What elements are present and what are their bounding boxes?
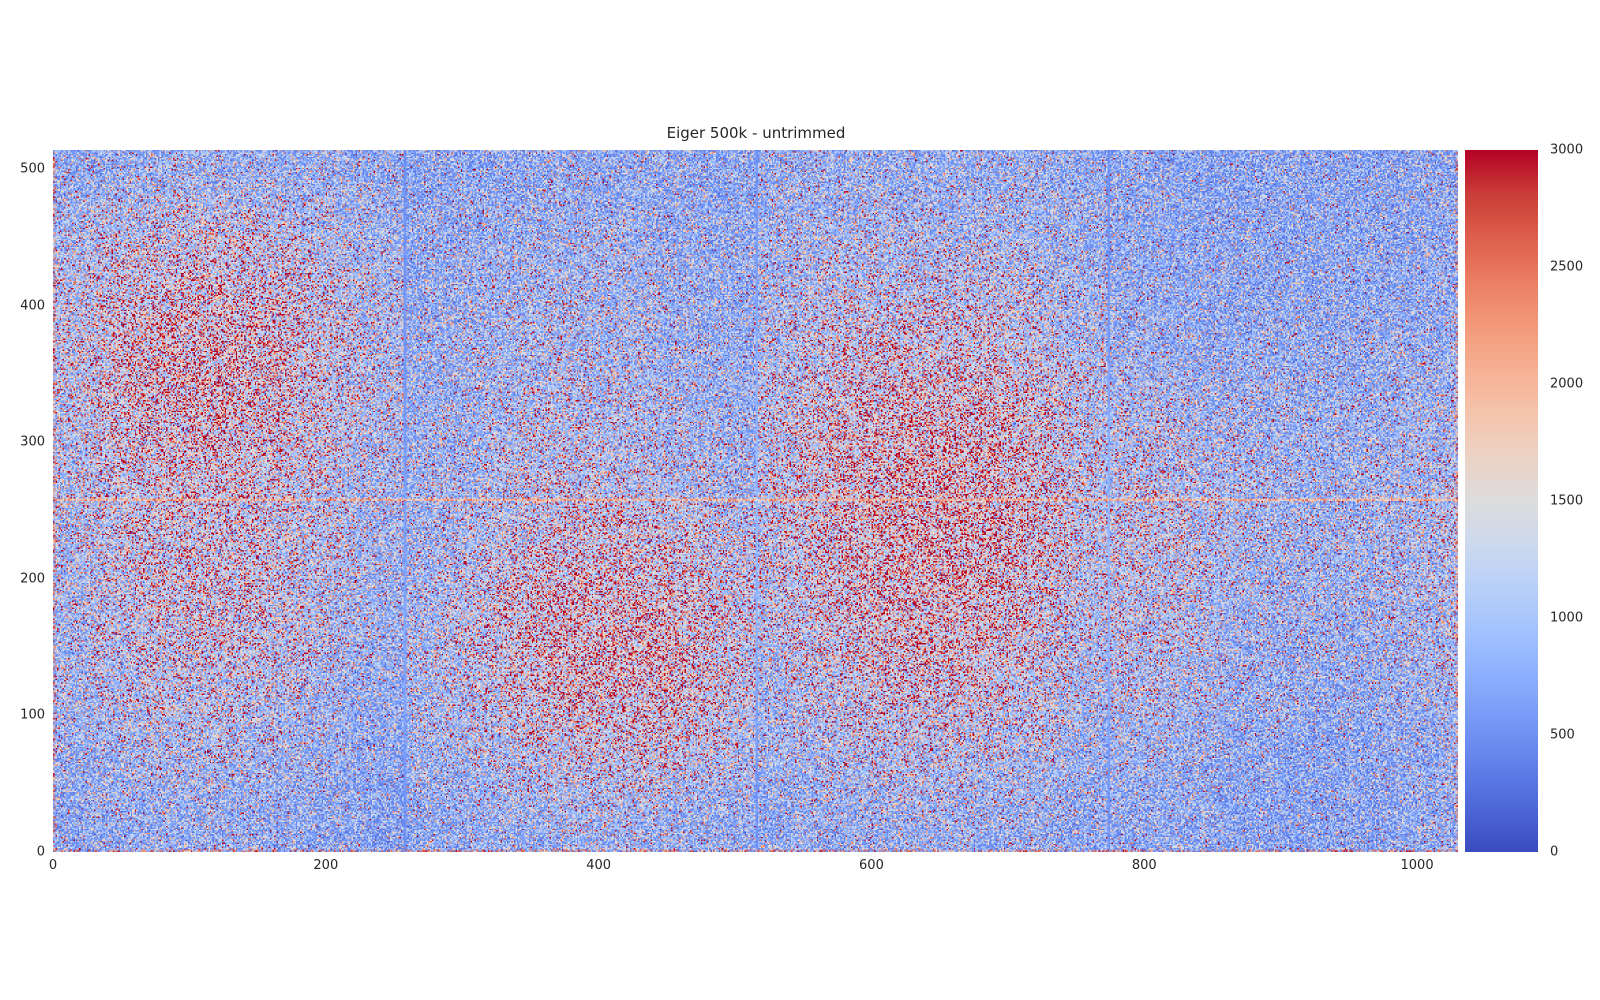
x-tick-label: 400 bbox=[586, 858, 612, 873]
x-tick-label: 600 bbox=[859, 858, 884, 873]
y-tick-label: 400 bbox=[20, 298, 45, 314]
colorbar-tick-label: 1500 bbox=[1550, 493, 1584, 509]
y-tick-label: 200 bbox=[20, 571, 45, 587]
colorbar-tick-label: 3000 bbox=[1550, 142, 1584, 158]
heatmap-canvas bbox=[53, 150, 1458, 852]
colorbar-tick-label: 500 bbox=[1550, 727, 1575, 743]
x-tick-label: 800 bbox=[1131, 858, 1157, 873]
x-tick-label: 0 bbox=[48, 858, 58, 873]
colorbar bbox=[1465, 150, 1538, 852]
colorbar-tick-label: 1000 bbox=[1550, 610, 1584, 626]
colorbar-tick-label: 0 bbox=[1550, 844, 1559, 860]
colorbar-tick-label: 2000 bbox=[1550, 376, 1584, 392]
y-tick-label: 0 bbox=[36, 844, 45, 860]
y-tick-label: 500 bbox=[20, 161, 45, 177]
colorbar-tick-label: 2500 bbox=[1550, 259, 1584, 275]
x-tick-label: 200 bbox=[313, 858, 339, 873]
y-tick-label: 100 bbox=[20, 707, 45, 723]
x-tick-label: 1000 bbox=[1400, 858, 1434, 873]
chart-title: Eiger 500k - untrimmed bbox=[666, 124, 846, 142]
y-tick-label: 300 bbox=[20, 434, 45, 450]
